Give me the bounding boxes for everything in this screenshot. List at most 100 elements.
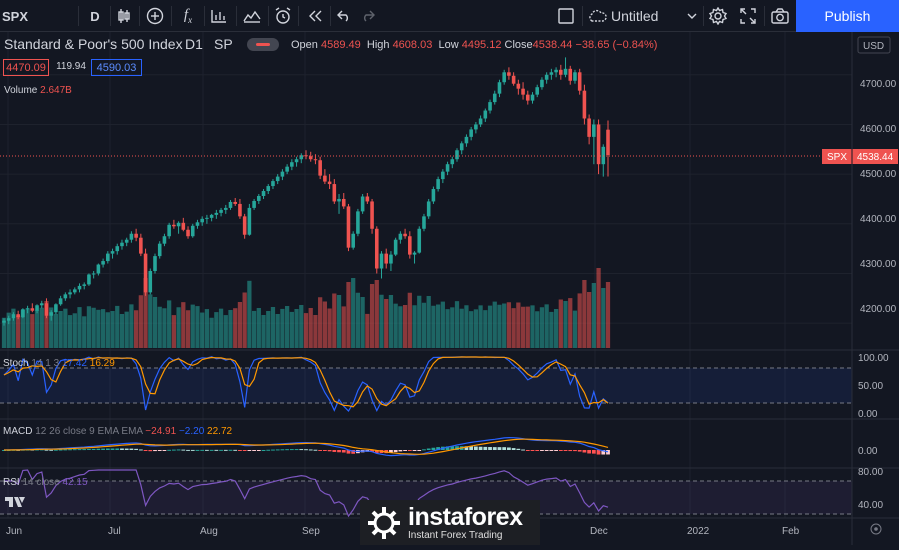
layout-name-button[interactable]: Untitled <box>587 0 701 32</box>
macd-histogram-bar <box>308 449 313 451</box>
macd-histogram-bar <box>285 449 290 451</box>
financials-button[interactable] <box>208 0 230 32</box>
macd-histogram-bar <box>115 448 120 450</box>
price-tick: 4700.00 <box>860 79 897 90</box>
symbol-search-button[interactable]: SPX <box>2 0 42 32</box>
candle-body <box>488 102 492 111</box>
macd-histogram-bar <box>483 446 488 450</box>
price-tick: 4600.00 <box>860 124 897 135</box>
time-tick: Sep <box>302 526 320 537</box>
stoch-d-line <box>3 356 609 408</box>
macd-histogram-bar <box>403 450 407 451</box>
stoch-tick: 50.00 <box>858 381 883 392</box>
snapshot-button[interactable] <box>769 0 791 32</box>
macd-histogram-bar <box>167 449 172 451</box>
layout-select-button[interactable] <box>556 0 576 32</box>
candle-body <box>596 124 601 165</box>
macd-histogram-bar <box>455 446 459 450</box>
undo-button[interactable] <box>334 0 354 32</box>
macd-histogram-bar <box>200 449 205 451</box>
candle-body <box>299 155 304 160</box>
candle-body <box>346 206 351 248</box>
templates-button[interactable] <box>241 0 263 32</box>
chart-canvas[interactable]: 4700.00 4600.00 4500.00 4400.00 4300.00 … <box>0 32 899 545</box>
macd-histogram-bar <box>337 450 341 453</box>
candle-body <box>417 228 422 253</box>
macd-histogram-bar <box>275 449 280 451</box>
candle-body <box>592 124 596 137</box>
sell-button[interactable]: 4470.09 <box>3 59 49 76</box>
candle-body <box>266 186 271 192</box>
macd-histogram-bar <box>464 446 469 450</box>
legend-toggle[interactable] <box>247 38 279 51</box>
instaforex-logo-icon <box>368 506 400 539</box>
chart-type-button[interactable] <box>114 0 134 32</box>
replay-button[interactable] <box>304 0 326 32</box>
bar-chart-icon <box>211 10 226 23</box>
volume-bar <box>318 297 323 348</box>
macd-histogram-bar <box>214 449 219 451</box>
compare-button[interactable] <box>144 0 166 32</box>
macd-histogram-bar <box>124 448 129 450</box>
buy-button[interactable]: 4590.03 <box>91 59 142 76</box>
candle-body <box>540 79 544 88</box>
volume-bar <box>516 302 521 348</box>
volume-bar <box>454 301 460 348</box>
candle-body <box>587 118 591 137</box>
rsi-name: RSI <box>3 477 20 488</box>
volume-bar <box>100 309 106 348</box>
alert-button[interactable] <box>272 0 294 32</box>
fullscreen-button[interactable] <box>737 0 759 32</box>
volume-bar <box>402 305 408 348</box>
interval-button[interactable]: D <box>84 0 106 32</box>
volume-bar <box>176 307 181 348</box>
toolbar-divider <box>764 6 765 26</box>
candle-body <box>115 246 120 252</box>
candle-body <box>228 201 233 208</box>
volume-bar <box>256 308 261 348</box>
candle-body <box>30 308 35 311</box>
close-value: 4538.44 <box>532 39 573 51</box>
volume-bar <box>72 313 77 348</box>
macd-histogram-bar <box>58 449 63 451</box>
candle-body <box>21 309 25 318</box>
macd-histogram-bar <box>44 449 49 451</box>
macd-histogram-bar <box>242 450 247 451</box>
redo-button[interactable] <box>358 0 378 32</box>
volume-bar <box>464 305 469 348</box>
macd-histogram-bar <box>110 448 115 450</box>
macd-hist-value: −24.91 <box>145 426 177 437</box>
volume-bar <box>440 301 445 348</box>
indicators-button[interactable]: fx <box>177 0 199 32</box>
volume-bar <box>171 315 176 348</box>
macd-histogram-bar <box>596 450 601 455</box>
macd-histogram-bar <box>105 448 110 450</box>
publish-button[interactable]: Publish <box>796 0 899 32</box>
symbol-label: SPX <box>2 8 29 24</box>
candle-body <box>106 253 110 262</box>
rsi-line <box>4 469 609 518</box>
volume-bar <box>77 307 82 348</box>
volume-bars <box>1 268 611 348</box>
currency-button[interactable] <box>857 36 891 54</box>
axis-settings-icon[interactable] <box>870 523 882 535</box>
candle-body <box>101 261 105 265</box>
price-tick: 4500.00 <box>860 169 897 180</box>
volume-bar <box>426 296 431 348</box>
settings-button[interactable] <box>707 0 729 32</box>
volume-bar <box>247 280 252 348</box>
volume-label: Volume <box>4 85 38 96</box>
candle-body <box>205 217 209 219</box>
macd-histogram-bar <box>511 448 516 450</box>
time-tick: Aug <box>200 526 218 537</box>
volume-bar <box>39 307 44 348</box>
price-tick: 4400.00 <box>860 214 897 225</box>
macd-histogram-bar <box>568 450 573 452</box>
candle-body <box>318 160 322 176</box>
chart-area[interactable]: 4700.00 4600.00 4500.00 4400.00 4300.00 … <box>0 32 899 545</box>
macd-histogram-bar <box>525 450 530 451</box>
candle-body <box>124 239 129 243</box>
candle-body <box>582 90 587 119</box>
volume-bar <box>289 311 294 348</box>
gear-icon <box>709 7 727 25</box>
